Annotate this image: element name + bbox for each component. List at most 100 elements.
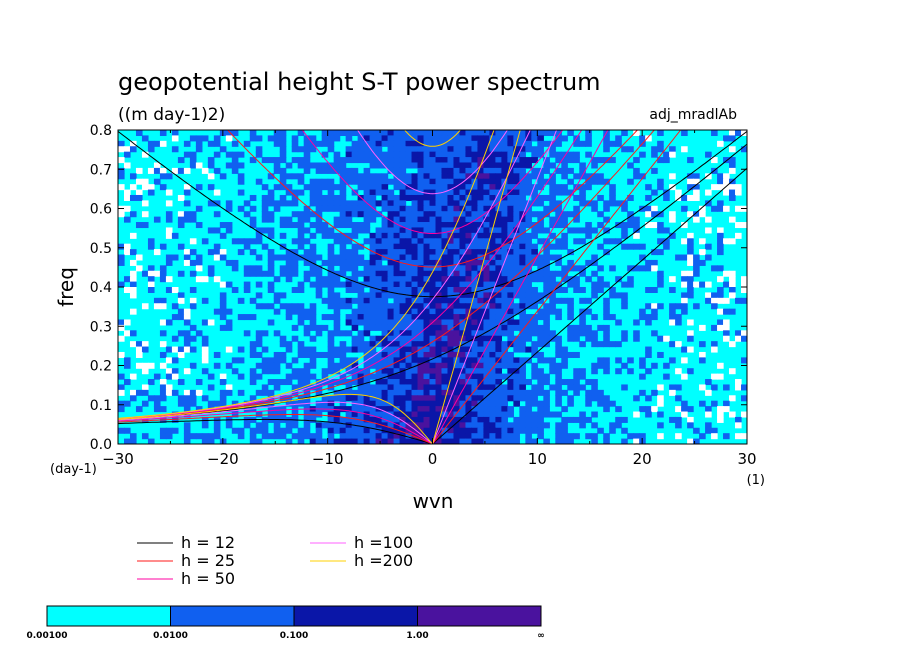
heatmap-cell bbox=[183, 341, 191, 348]
heatmap-cell bbox=[243, 400, 251, 407]
heatmap-cell bbox=[555, 238, 562, 245]
heatmap-cell bbox=[567, 416, 574, 423]
heatmap-cell bbox=[423, 314, 431, 321]
x-tick-label: 20 bbox=[633, 450, 652, 468]
heatmap-cell bbox=[315, 438, 323, 444]
heatmap-cell bbox=[465, 330, 473, 337]
heatmap-cell bbox=[651, 265, 658, 272]
heatmap-cell bbox=[519, 200, 526, 207]
heatmap-cell bbox=[549, 205, 556, 212]
heatmap-cell bbox=[483, 140, 491, 147]
heatmap-cell bbox=[465, 130, 473, 137]
heatmap-cell bbox=[159, 319, 167, 326]
heatmap-cell bbox=[657, 395, 664, 402]
heatmap-cell bbox=[393, 427, 401, 434]
heatmap-cell bbox=[489, 249, 496, 256]
heatmap-cell bbox=[333, 395, 341, 402]
heatmap-cell bbox=[399, 330, 407, 337]
heatmap-cell bbox=[681, 373, 688, 380]
heatmap-cell bbox=[123, 427, 131, 434]
heatmap-cell bbox=[561, 438, 568, 444]
heatmap-cell bbox=[651, 389, 658, 396]
heatmap-cell bbox=[543, 162, 550, 169]
heatmap-cell bbox=[273, 384, 281, 391]
heatmap-cell bbox=[675, 384, 682, 391]
heatmap-cell bbox=[471, 416, 479, 423]
heatmap-cell bbox=[687, 281, 694, 288]
heatmap-cell bbox=[687, 254, 694, 261]
heatmap-cell bbox=[507, 140, 514, 147]
heatmap-cell bbox=[219, 292, 227, 299]
heatmap-cell bbox=[567, 265, 574, 272]
heatmap-cell bbox=[465, 184, 473, 191]
heatmap-cell bbox=[255, 232, 263, 239]
heatmap-cell bbox=[507, 314, 514, 321]
heatmap-cell bbox=[183, 200, 191, 207]
heatmap-cell bbox=[417, 303, 425, 310]
heatmap-cell bbox=[561, 167, 568, 174]
x-axis: −30 −20 −10 0 10 20 30 bbox=[102, 130, 757, 468]
heatmap-cell bbox=[411, 135, 419, 142]
heatmap-cell bbox=[507, 270, 514, 277]
heatmap-cell bbox=[423, 270, 431, 277]
heatmap-cell bbox=[315, 211, 323, 218]
heatmap-cell bbox=[297, 308, 305, 315]
heatmap-cell bbox=[447, 189, 455, 196]
heatmap-cell bbox=[363, 184, 371, 191]
heatmap-cell bbox=[171, 135, 179, 142]
heatmap-cell bbox=[405, 232, 413, 239]
heatmap-cell bbox=[471, 162, 479, 169]
heatmap-cell bbox=[507, 259, 514, 266]
heatmap-cell bbox=[681, 292, 688, 299]
heatmap-cell bbox=[153, 140, 161, 147]
heatmap-cell bbox=[381, 308, 389, 315]
heatmap-cell bbox=[435, 287, 443, 294]
heatmap-cell bbox=[507, 281, 514, 288]
heatmap-cell bbox=[717, 232, 724, 239]
heatmap-cell bbox=[651, 406, 658, 413]
heatmap-cell bbox=[381, 303, 389, 310]
heatmap-cell bbox=[273, 433, 281, 440]
heatmap-cell bbox=[495, 146, 502, 153]
heatmap-cell bbox=[303, 151, 311, 158]
heatmap-cell bbox=[513, 270, 520, 277]
heatmap-cell bbox=[555, 314, 562, 321]
heatmap-cell bbox=[471, 427, 479, 434]
heatmap-cell bbox=[645, 411, 652, 418]
heatmap-cell bbox=[381, 335, 389, 342]
heatmap-cell bbox=[591, 389, 598, 396]
heatmap-cell bbox=[429, 362, 437, 369]
heatmap-cell bbox=[261, 416, 269, 423]
heatmap-cell bbox=[447, 140, 455, 147]
heatmap-cell bbox=[249, 265, 257, 272]
heatmap-cell bbox=[447, 330, 455, 337]
heatmap-cell bbox=[633, 167, 640, 174]
heatmap-cell bbox=[561, 173, 568, 180]
heatmap-cell bbox=[591, 384, 598, 391]
heatmap-cell bbox=[453, 373, 461, 380]
heatmap-cell bbox=[615, 357, 622, 364]
heatmap-cell bbox=[375, 416, 383, 423]
heatmap-cell bbox=[555, 346, 562, 353]
heatmap-cell bbox=[483, 346, 491, 353]
y-tick-label: 0.0 bbox=[90, 437, 112, 453]
heatmap-cell bbox=[717, 238, 724, 245]
heatmap-cell bbox=[735, 184, 742, 191]
heatmap-cell bbox=[549, 270, 556, 277]
heatmap-cell bbox=[483, 427, 491, 434]
heatmap-cell bbox=[387, 238, 395, 245]
heatmap-cell bbox=[333, 157, 341, 164]
heatmap-cell bbox=[537, 373, 544, 380]
heatmap-cell bbox=[285, 314, 293, 321]
heatmap-cell bbox=[423, 189, 431, 196]
heatmap-cell bbox=[531, 167, 538, 174]
heatmap-cell bbox=[477, 222, 485, 229]
heatmap-cell bbox=[651, 308, 658, 315]
heatmap-cell bbox=[675, 314, 682, 321]
heatmap-cell bbox=[363, 227, 371, 234]
heatmap-cell bbox=[405, 384, 413, 391]
heatmap-cell bbox=[195, 205, 203, 212]
y-tick-label: 0.5 bbox=[90, 241, 112, 257]
heatmap-cell bbox=[417, 211, 425, 218]
heatmap-cell bbox=[483, 368, 491, 375]
